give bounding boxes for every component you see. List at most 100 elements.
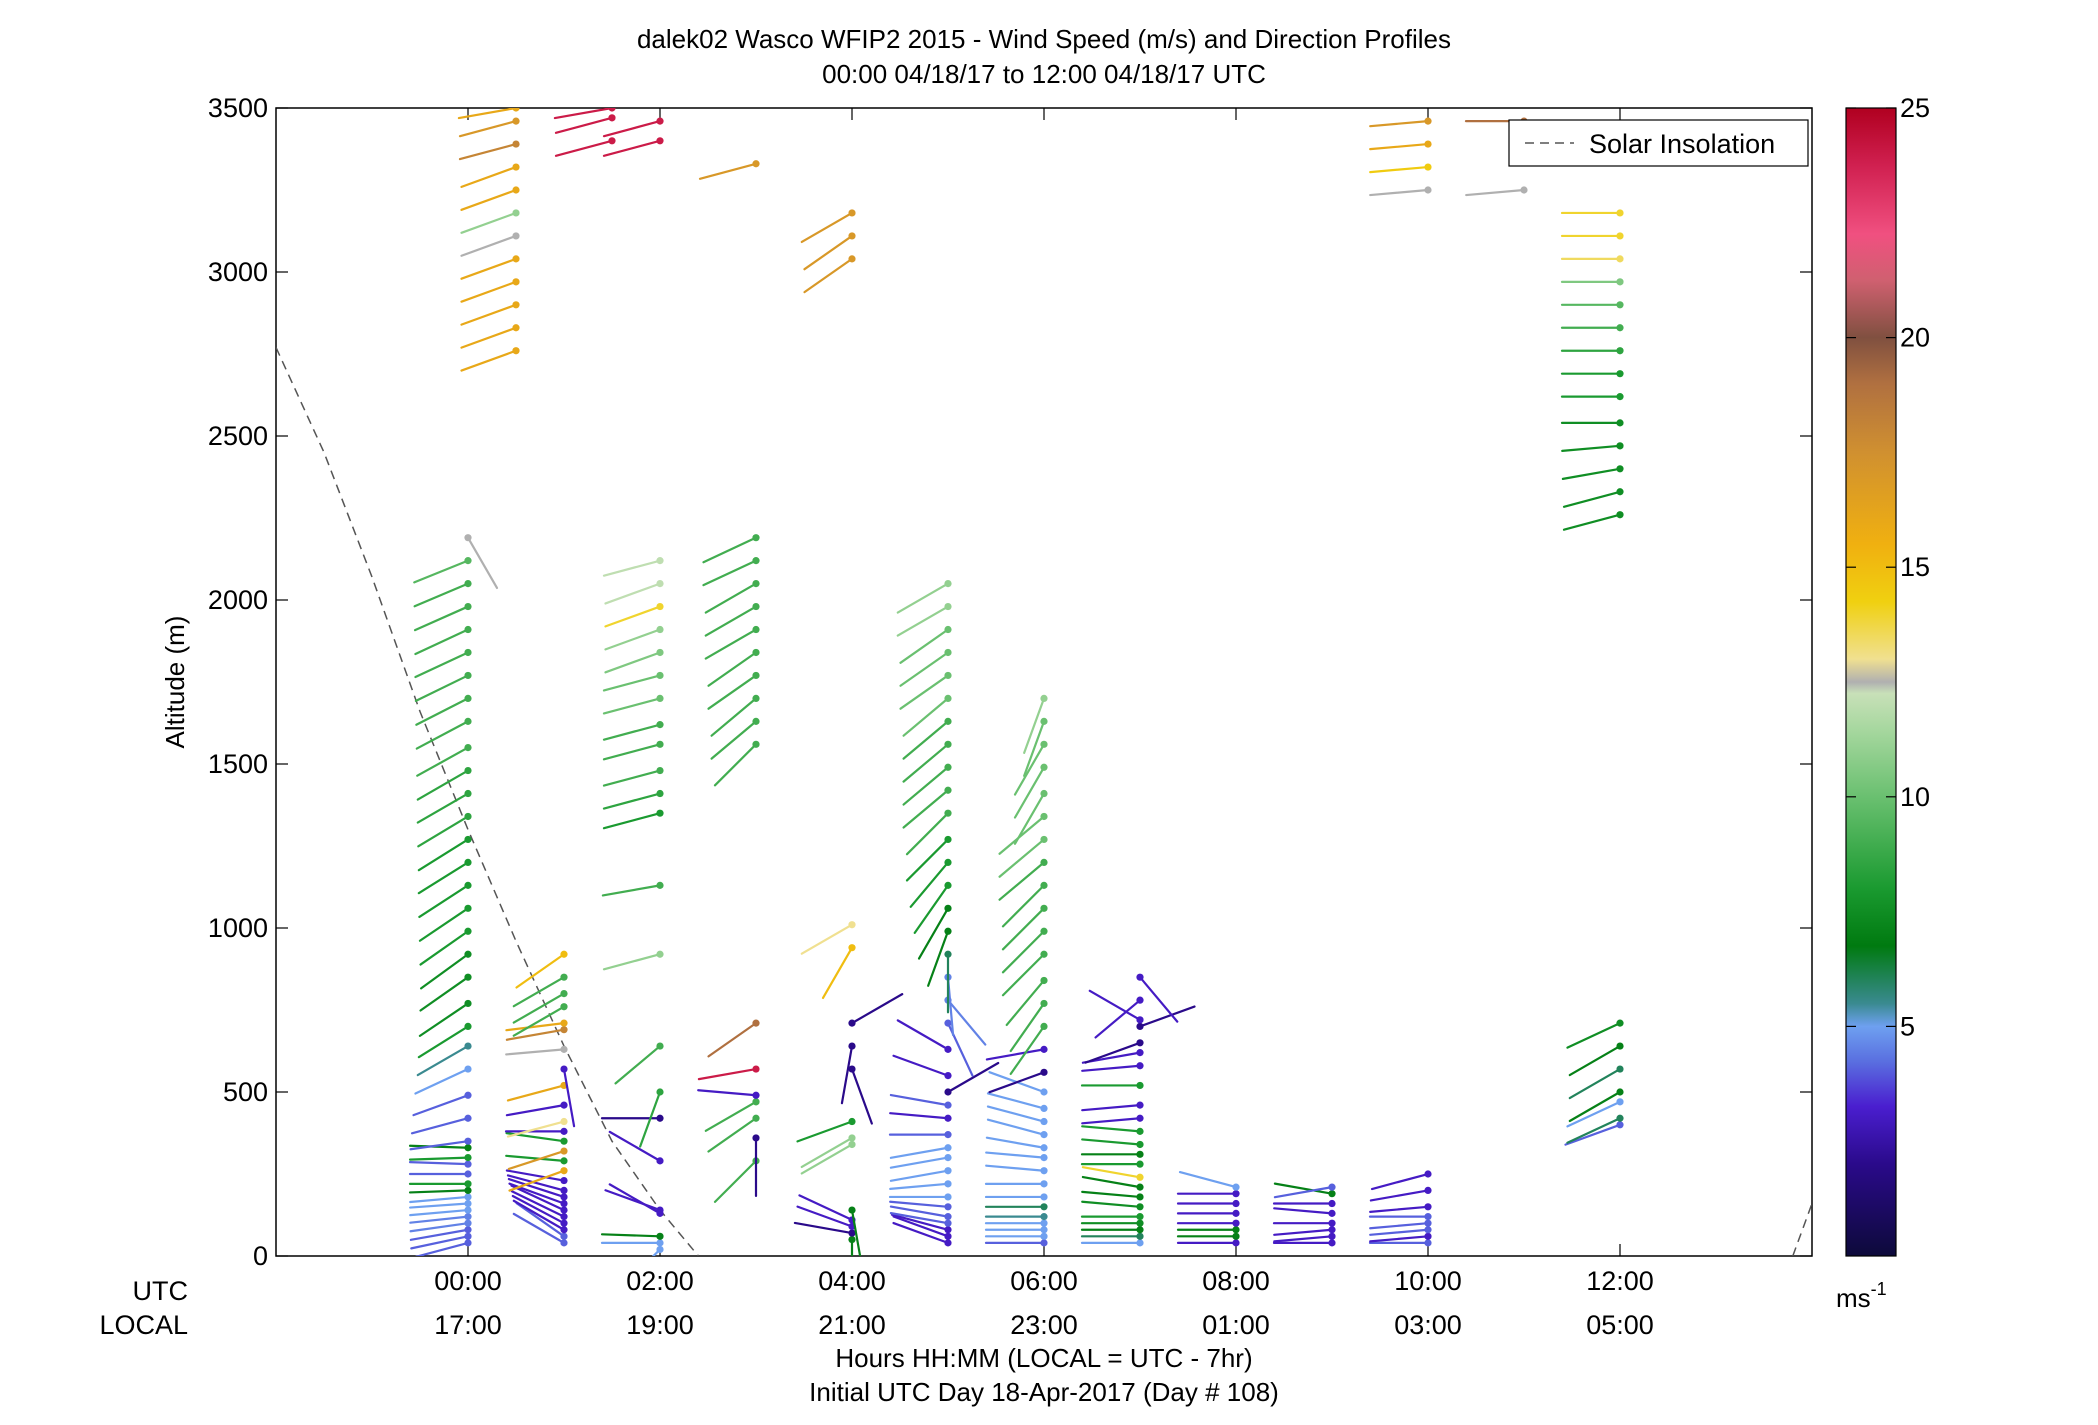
- wind-barb: [602, 953, 662, 971]
- wind-barb: [506, 1084, 566, 1102]
- wind-barb-dot: [1136, 1232, 1144, 1240]
- y-tick-label: 0: [253, 1241, 268, 1271]
- wind-barb: [986, 1092, 1046, 1110]
- wind-barb: [889, 1212, 950, 1225]
- wind-barb: [414, 1241, 470, 1256]
- wind-barb-dot: [464, 1170, 472, 1178]
- wind-barb: [988, 1071, 1046, 1094]
- wind-barb: [639, 1090, 662, 1148]
- wind-barb: [409, 1140, 470, 1151]
- wind-profile: [1176, 1171, 1240, 1247]
- wind-barb: [707, 651, 758, 687]
- wind-barb-dot: [560, 973, 568, 981]
- wind-barb-dot: [512, 278, 520, 286]
- wind-barb-dot: [1040, 1117, 1048, 1126]
- wind-barb: [602, 139, 662, 157]
- wind-profile: [408, 534, 499, 1256]
- wind-barb: [1009, 1002, 1046, 1053]
- wind-barb-dot: [1424, 140, 1432, 148]
- wind-barb-dot: [608, 108, 616, 112]
- wind-barb-dot: [1040, 1226, 1048, 1234]
- wind-barb-dot: [1136, 1173, 1144, 1181]
- wind-barb-dot: [1040, 904, 1048, 912]
- wind-barb: [409, 1208, 470, 1217]
- wind-barb: [850, 1067, 873, 1125]
- wind-barb: [506, 1120, 566, 1138]
- wind-barb-dot: [464, 1022, 472, 1030]
- wind-barb-dot: [1136, 1193, 1144, 1201]
- wind-barb-dot: [752, 1019, 760, 1027]
- wind-barb-dot: [1136, 1016, 1144, 1024]
- wind-barb-dot: [1616, 442, 1624, 450]
- wind-barb: [1369, 1222, 1430, 1230]
- wind-barb-dot: [608, 137, 616, 145]
- wind-barb: [902, 720, 950, 760]
- wind-barb-dot: [848, 1206, 856, 1214]
- wind-barb-dot: [1232, 1226, 1240, 1234]
- wind-barb: [608, 1130, 662, 1162]
- wind-barb-dot: [464, 648, 472, 657]
- wind-barb-dot: [464, 881, 472, 889]
- wind-barb: [821, 946, 854, 1000]
- wind-barb: [414, 628, 470, 656]
- wind-barb-dot: [560, 1176, 568, 1185]
- wind-barb-dot: [752, 1134, 760, 1142]
- wind-barb-dot: [1040, 1104, 1048, 1112]
- wind-barb-dot: [848, 1019, 856, 1027]
- x-tick-label-local: 01:00: [1202, 1310, 1270, 1340]
- wind-barb: [415, 720, 470, 750]
- colorbar-unit: ms-1: [1836, 1279, 1887, 1313]
- wind-barb-dot: [464, 625, 472, 634]
- wind-barb: [412, 1094, 470, 1117]
- wind-barb-dot: [1136, 1150, 1144, 1158]
- wind-profile: [793, 209, 904, 1256]
- wind-barb: [889, 1146, 950, 1159]
- wind-barb-dot: [752, 160, 760, 168]
- wind-barb-dot: [1232, 1219, 1240, 1227]
- wind-barb: [1465, 188, 1526, 197]
- wind-barb: [608, 1183, 662, 1215]
- wind-barb: [604, 651, 662, 674]
- wind-barb-dot: [1424, 163, 1432, 171]
- wind-barb-dot: [560, 1219, 568, 1227]
- y-tick-label: 500: [223, 1077, 268, 1107]
- wind-barb: [460, 188, 518, 211]
- wind-barb: [946, 1061, 1000, 1094]
- wind-barb: [413, 582, 470, 608]
- wind-barb: [1081, 1104, 1142, 1112]
- wind-barb-dot: [1616, 1121, 1624, 1129]
- wind-barb-dot: [752, 717, 760, 725]
- wind-barb-dot: [512, 324, 520, 332]
- wind-barb-dot: [464, 1137, 472, 1145]
- wind-barb-dot: [512, 117, 520, 125]
- wind-barb: [1178, 1171, 1238, 1189]
- wind-barb-dot: [1136, 1022, 1144, 1030]
- wind-barb-dot: [560, 1065, 568, 1073]
- wind-barb: [890, 1213, 950, 1231]
- wind-barb-dot: [848, 209, 856, 217]
- wind-barb: [803, 257, 854, 294]
- wind-barb-dot: [1328, 1209, 1336, 1217]
- wind-barb-dot: [752, 740, 760, 748]
- wind-barb-dot: [656, 1245, 664, 1254]
- wind-barb: [410, 1117, 470, 1135]
- wind-barb-dot: [656, 602, 664, 611]
- x-tick-label-utc: 08:00: [1202, 1266, 1270, 1296]
- wind-barb: [408, 1161, 470, 1166]
- wind-barb-dot: [1040, 1203, 1048, 1211]
- wind-barb-dot: [464, 602, 472, 611]
- wind-barb: [1564, 1123, 1622, 1146]
- wind-barb-dot: [464, 766, 472, 775]
- wind-barb-dot: [1616, 255, 1624, 263]
- wind-barb-dot: [464, 1186, 472, 1194]
- wind-barb: [1023, 720, 1046, 777]
- wind-barb: [896, 1019, 950, 1051]
- wind-barb: [418, 884, 470, 919]
- wind-barb-dot: [464, 789, 472, 798]
- x-tick-label-local: 21:00: [818, 1310, 886, 1340]
- x-tick-label-local: 03:00: [1394, 1310, 1462, 1340]
- wind-barb-dot: [944, 1193, 952, 1201]
- utc-row-label: UTC: [133, 1276, 189, 1306]
- wind-barb: [985, 1164, 1046, 1172]
- wind-barb-dot: [1136, 1127, 1144, 1135]
